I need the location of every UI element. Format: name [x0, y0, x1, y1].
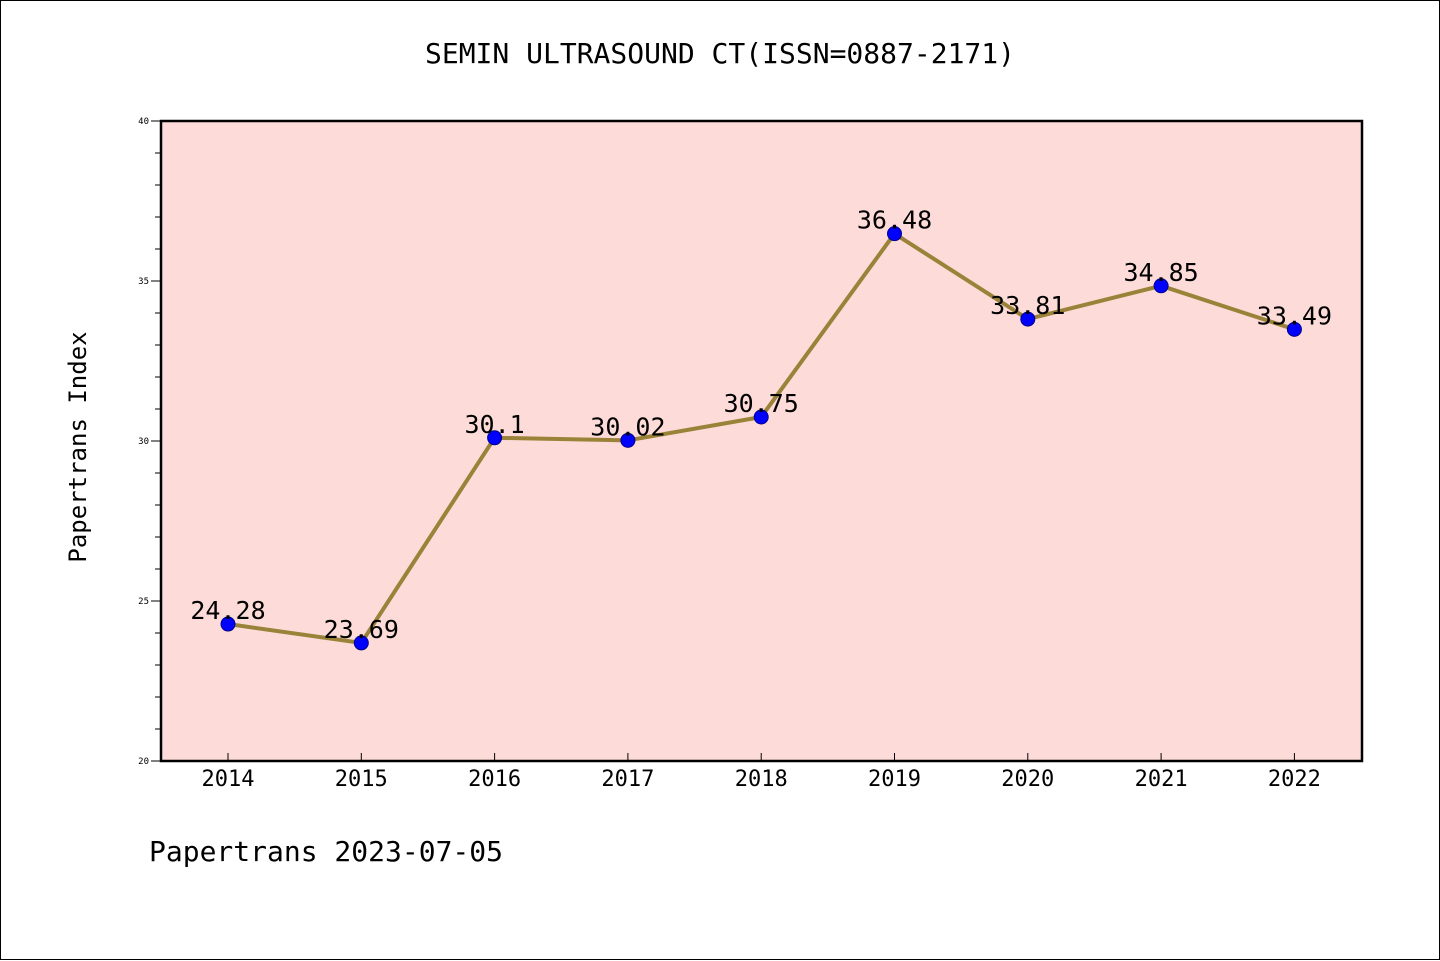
x-tick-label: 2022 [1268, 767, 1321, 792]
x-tick-label: 2021 [1135, 767, 1188, 792]
data-label: 36.48 [857, 206, 932, 235]
plot-area [161, 121, 1362, 761]
y-axis-label: Papertrans Index [64, 331, 92, 562]
y-tick-label: 30 [138, 437, 149, 447]
footer-credit: Papertrans 2023-07-05 [149, 835, 504, 868]
y-tick-label: 40 [138, 117, 149, 127]
data-label: 30.02 [590, 412, 665, 441]
data-point [353, 635, 369, 651]
data-label: 30.75 [724, 389, 799, 418]
data-point [620, 432, 636, 448]
data-label: 34.85 [1123, 258, 1198, 287]
x-tick-label: 2020 [1001, 767, 1054, 792]
data-point [1286, 321, 1302, 337]
data-point [1153, 278, 1169, 294]
data-label: 24.28 [190, 596, 265, 625]
x-axis: 2014 2015 2016 2017 2018 2019 2020 2021 2022 [202, 753, 1321, 792]
y-tick-label: 20 [138, 757, 149, 767]
x-tick-label: 2016 [468, 767, 521, 792]
data-point [220, 616, 236, 632]
y-tick-label: 25 [138, 597, 149, 607]
data-labels: 24.28 23.69 30.1 30.02 30.75 36.48 33.81 34.85 3… [190, 206, 1332, 644]
x-tick-label: 2019 [868, 767, 921, 792]
data-label: 30.1 [464, 410, 524, 439]
series-group [220, 226, 1302, 651]
x-tick-label: 2014 [202, 767, 255, 792]
y-tick-label: 35 [138, 277, 149, 287]
x-tick-label: 2015 [335, 767, 388, 792]
data-label: 33.49 [1257, 301, 1332, 330]
data-point [487, 430, 503, 446]
data-point [1020, 311, 1036, 327]
y-axis: 20 25 30 35 40 [138, 117, 161, 767]
data-label: 33.81 [990, 291, 1065, 320]
x-tick-label: 2018 [735, 767, 788, 792]
chart-title: SEMIN ULTRASOUND CT(ISSN=0887-2171) [424, 37, 1015, 70]
data-label: 23.69 [324, 615, 399, 644]
x-tick-label: 2017 [601, 767, 654, 792]
plot-border [159, 119, 1364, 763]
data-point [753, 409, 769, 425]
data-point [887, 226, 902, 242]
